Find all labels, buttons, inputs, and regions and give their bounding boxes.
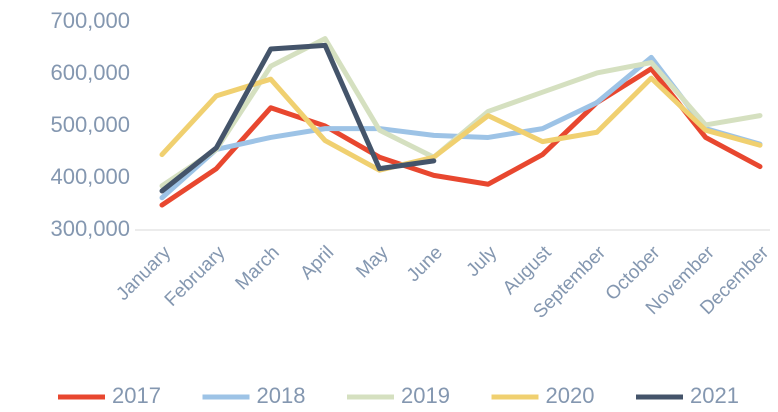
y-tick-label: 700,000 [50,8,130,33]
series-line [159,36,763,189]
x-tick-label: February [161,242,230,311]
x-tick-label: May [352,242,393,283]
x-tick-label: June [403,242,447,286]
legend-label: 2018 [257,383,306,408]
y-tick-label: 400,000 [50,164,130,189]
series-line [159,75,763,173]
y-tick-label: 500,000 [50,112,130,137]
legend-label: 2020 [546,383,595,408]
y-tick-label: 600,000 [50,60,130,85]
x-tick-label: March [232,242,284,294]
series-line [159,42,437,194]
legend-label: 2021 [690,383,739,408]
x-tick-label: July [463,242,502,281]
series-line [159,66,763,208]
y-tick-label: 300,000 [50,216,130,241]
x-tick-label: April [296,242,338,284]
legend-label: 2017 [112,383,161,408]
legend-label: 2019 [401,383,450,408]
